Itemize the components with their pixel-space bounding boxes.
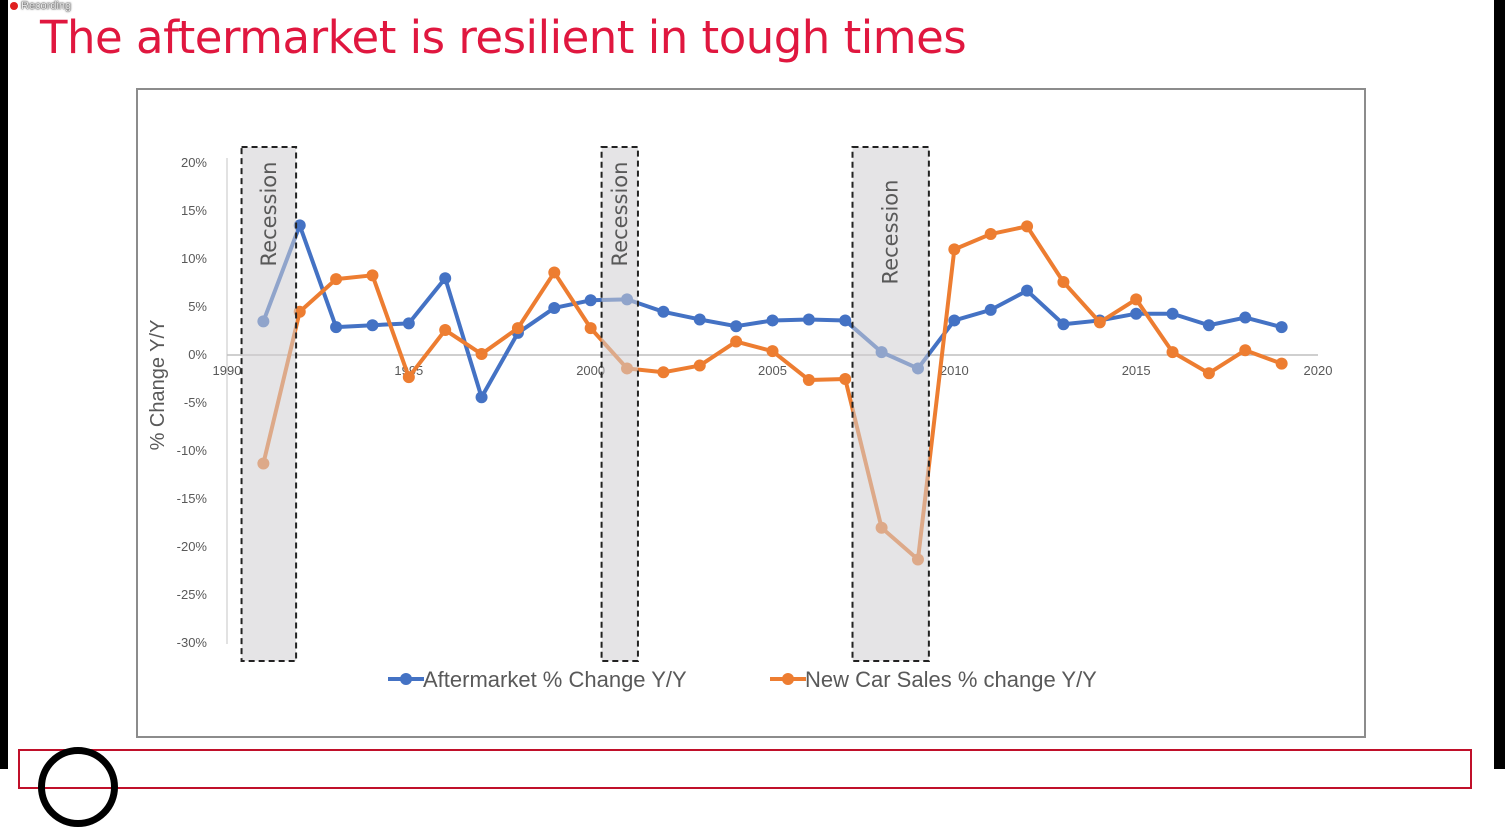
- data-point: [402, 371, 415, 384]
- recording-dot-icon: [10, 2, 18, 10]
- data-point: [548, 266, 561, 279]
- y-tick-label: -25%: [177, 587, 208, 602]
- series-line-new-car-sales: [261, 224, 1283, 562]
- data-point: [1130, 307, 1143, 320]
- data-point: [330, 321, 343, 334]
- recession-label: Recession: [608, 162, 632, 267]
- data-point: [839, 314, 852, 327]
- data-point: [1202, 367, 1215, 380]
- y-tick-label: -15%: [177, 491, 208, 506]
- data-point: [366, 319, 379, 332]
- y-tick-label: -10%: [177, 443, 208, 458]
- y-axis-label: % Change Y/Y: [147, 320, 169, 451]
- data-point: [475, 348, 488, 361]
- logo-circle-icon: [38, 747, 118, 827]
- data-point: [730, 335, 743, 348]
- data-point: [1057, 276, 1070, 289]
- recording-indicator: Recording: [10, 0, 71, 12]
- data-point: [1275, 321, 1288, 334]
- data-point: [584, 294, 597, 307]
- data-point: [802, 373, 815, 386]
- y-tick-label: 20%: [181, 155, 207, 170]
- y-tick-label: 10%: [181, 251, 207, 266]
- bottom-panel: [18, 749, 1472, 789]
- data-point: [1057, 318, 1070, 331]
- data-point: [730, 320, 743, 333]
- data-point: [948, 314, 961, 327]
- x-tick-label: 2020: [1304, 363, 1333, 378]
- data-point: [766, 314, 779, 327]
- data-point: [511, 322, 524, 335]
- data-point: [439, 272, 452, 285]
- legend-swatch-marker: [782, 673, 794, 685]
- x-tick-label: 2010: [940, 363, 969, 378]
- legend-label: Aftermarket % Change Y/Y: [423, 667, 687, 692]
- data-point: [548, 301, 561, 314]
- data-point: [948, 243, 961, 256]
- data-point: [766, 345, 779, 358]
- recession-label: Recession: [879, 180, 903, 285]
- data-point: [1093, 316, 1106, 329]
- data-point: [802, 313, 815, 326]
- slide-title: The aftermarket is resilient in tough ti…: [40, 11, 967, 64]
- recession-band: [240, 146, 298, 662]
- data-point: [693, 313, 706, 326]
- x-tick-label: 2000: [576, 363, 605, 378]
- data-point: [330, 273, 343, 286]
- x-tick-label: 1990: [213, 363, 242, 378]
- y-tick-label: -5%: [184, 395, 208, 410]
- data-point: [1130, 293, 1143, 306]
- data-point: [1239, 311, 1252, 324]
- y-tick-label: -20%: [177, 539, 208, 554]
- data-point: [839, 373, 852, 385]
- data-point: [1202, 319, 1215, 332]
- data-point: [402, 317, 415, 330]
- y-tick-label: 0%: [188, 347, 207, 362]
- chart-frame: [136, 88, 1366, 738]
- data-point: [1166, 307, 1179, 320]
- data-point: [1239, 344, 1252, 357]
- x-tick-label: 2005: [758, 363, 787, 378]
- data-point: [984, 228, 997, 241]
- data-point: [439, 324, 452, 337]
- data-point: [1021, 284, 1034, 297]
- screen-edge-right: [1494, 0, 1505, 769]
- data-point: [693, 359, 706, 372]
- data-point: [584, 322, 597, 335]
- data-point: [1021, 220, 1034, 233]
- data-point: [984, 303, 997, 316]
- data-point: [657, 366, 670, 379]
- y-tick-label: 15%: [181, 203, 207, 218]
- y-tick-label: 5%: [188, 299, 207, 314]
- recession-label: Recession: [257, 162, 281, 267]
- legend-swatch-marker: [400, 673, 412, 685]
- line-chart: 20% 15% 10% 5% 0% -5% -10% -15% -20% -25% -30% 1990…: [147, 146, 1333, 692]
- recession-band: [851, 146, 930, 662]
- data-point: [657, 305, 670, 318]
- data-point: [1166, 346, 1179, 359]
- screen-edge-left: [0, 0, 8, 769]
- data-point: [1275, 357, 1288, 370]
- data-point: [475, 391, 488, 404]
- data-point: [366, 269, 379, 282]
- y-tick-label: -30%: [177, 635, 208, 650]
- x-tick-label: 2015: [1122, 363, 1151, 378]
- recording-label: Recording: [21, 0, 72, 12]
- recession-band: [600, 146, 639, 662]
- legend-label: New Car Sales % change Y/Y: [805, 667, 1097, 692]
